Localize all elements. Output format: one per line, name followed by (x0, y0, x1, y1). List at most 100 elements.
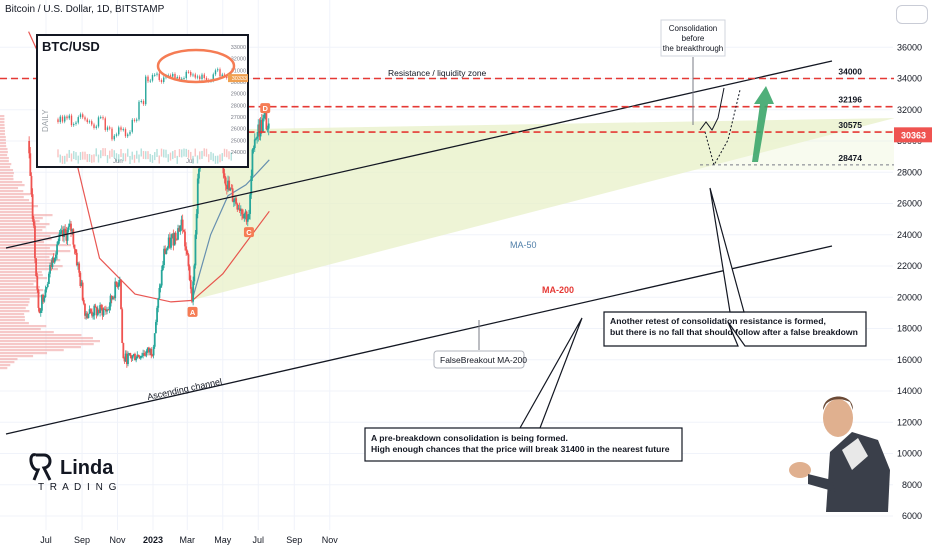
pivot-marker (187, 306, 198, 317)
inset-volume-bar (64, 155, 66, 164)
candle-body (163, 248, 165, 266)
candle-body (258, 124, 261, 137)
volume-bar (0, 175, 14, 178)
figure-arm (808, 474, 836, 492)
inset-candle-body (122, 129, 124, 131)
candle-body (99, 305, 101, 313)
candle-body (38, 307, 41, 313)
volume-bar (0, 310, 30, 313)
candle-body (50, 264, 53, 268)
candle-body (94, 305, 97, 308)
candle-body (161, 265, 164, 270)
inset-candle-body (138, 101, 140, 120)
inset-volume-bar (91, 154, 93, 163)
consolidation-triangle (192, 118, 896, 300)
inset-candle-body (221, 74, 223, 77)
volume-bar (0, 229, 43, 232)
candle-body (129, 353, 132, 357)
candle-body (113, 297, 115, 299)
volume-bar (0, 364, 11, 367)
expand-icon[interactable] (896, 5, 928, 24)
inset-volume-bar (212, 153, 214, 162)
volume-bar (0, 130, 5, 133)
inset-volume-bar (127, 148, 129, 157)
candle-body (224, 177, 227, 186)
inset-volume-bar (79, 152, 82, 161)
candle-body (104, 309, 107, 312)
candle-body (42, 294, 44, 302)
volume-bar (0, 253, 58, 256)
volume-bar (0, 262, 54, 265)
y-tick-label: 20000 (897, 292, 922, 302)
logo-mark (29, 453, 52, 481)
candle-body (29, 153, 32, 176)
candle-body (266, 128, 269, 130)
y-tick-label: 6000 (902, 511, 922, 521)
inset-volume-bar (84, 151, 86, 160)
candle-body (143, 353, 146, 355)
prebreak-bubble (364, 427, 683, 462)
candle-body (187, 254, 190, 267)
pattern-zones (192, 118, 896, 300)
pivot-label: C (246, 228, 252, 237)
candle-body (186, 250, 189, 255)
annotations: Resistance / liquidity zone Ascending cha… (146, 19, 867, 462)
chart-title: Bitcoin / U.S. Dollar, 1D, BITSTAMP (5, 4, 165, 15)
presenter-figure (789, 396, 890, 512)
candle-body (138, 356, 141, 359)
inset-volume-bar (167, 154, 169, 163)
inset-volume-bar (136, 150, 138, 159)
candle-body (155, 322, 157, 334)
candle-body (32, 219, 35, 226)
volume-bar (0, 268, 58, 271)
x-tick-label: Sep (74, 535, 90, 545)
volume-bar (0, 172, 14, 175)
volume-bar (0, 166, 11, 169)
volume-bar (0, 325, 47, 328)
candle-body (135, 358, 138, 361)
volume-bar (0, 355, 34, 358)
candle-body (64, 228, 67, 233)
inset-volume-bar (97, 154, 100, 163)
inset-volume-bar (113, 150, 115, 159)
prebreak-pointer (518, 317, 583, 429)
candle-body (31, 194, 34, 220)
volume-bar (0, 241, 45, 244)
inset-candle-body (133, 119, 136, 121)
candle-body (80, 282, 83, 286)
inset-volume-bar (109, 150, 111, 159)
volume-bar (0, 148, 8, 151)
candle-body (172, 233, 175, 246)
candle-body (139, 356, 142, 359)
volume-bar (0, 352, 48, 355)
inset-x-tick: Jul (186, 159, 194, 165)
inset-volume-bar (210, 151, 212, 160)
inset-highlight (156, 48, 236, 84)
inset-volume-bar (59, 154, 61, 163)
candle-body (189, 279, 192, 289)
inset-candle-body (93, 124, 95, 128)
y-tick-label: 16000 (897, 355, 922, 365)
candle-body (170, 237, 172, 248)
inset-y-tick: 28000 (231, 103, 246, 109)
inset-volume-bar (124, 153, 127, 162)
candle-body (171, 233, 174, 238)
y-tick-label: 24000 (897, 230, 922, 240)
x-tick-label: Mar (180, 535, 196, 545)
inset-volume-bar (70, 153, 73, 162)
inset-volume-bar (122, 153, 124, 162)
candle-body (223, 173, 226, 178)
volume-bar (0, 160, 9, 163)
inset-volume-bar (158, 155, 160, 164)
volume-bar (0, 169, 14, 172)
price-axis: 6000 8000 10000 12000 14000 16000 18000 20000 22… (894, 0, 932, 550)
inset-candle-body (192, 74, 194, 76)
figure-body (826, 432, 890, 512)
inset-candle-body (178, 77, 181, 80)
candle-body (168, 237, 171, 248)
inset-volume-bar (201, 150, 203, 159)
inset-volume-bar (226, 149, 228, 158)
candle-body (194, 234, 197, 266)
